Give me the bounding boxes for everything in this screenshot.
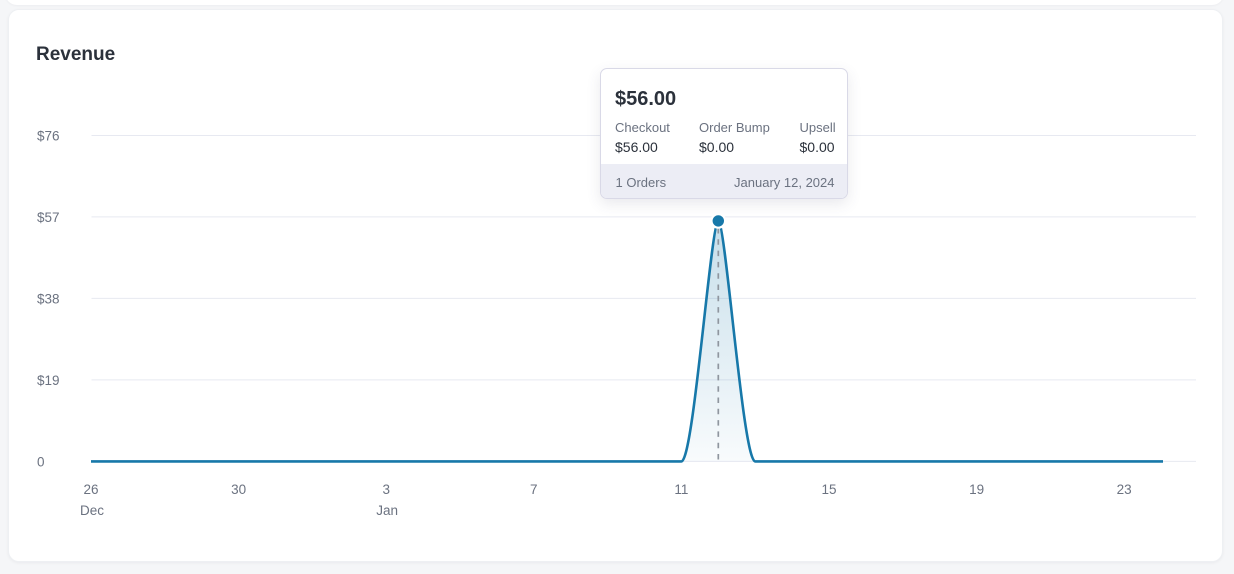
svg-text:Dec: Dec — [80, 503, 104, 518]
svg-text:26: 26 — [83, 482, 98, 497]
svg-text:Jan: Jan — [376, 503, 398, 518]
svg-text:$76: $76 — [37, 128, 60, 143]
svg-text:19: 19 — [969, 482, 984, 497]
svg-text:7: 7 — [530, 482, 538, 497]
svg-text:3: 3 — [382, 482, 390, 497]
svg-text:15: 15 — [821, 482, 836, 497]
svg-text:$19: $19 — [37, 373, 60, 388]
svg-text:11: 11 — [674, 482, 688, 497]
svg-text:30: 30 — [231, 482, 246, 497]
svg-text:$38: $38 — [37, 291, 60, 306]
svg-text:0: 0 — [37, 454, 45, 469]
svg-text:23: 23 — [1117, 482, 1132, 497]
svg-text:$57: $57 — [37, 210, 60, 225]
